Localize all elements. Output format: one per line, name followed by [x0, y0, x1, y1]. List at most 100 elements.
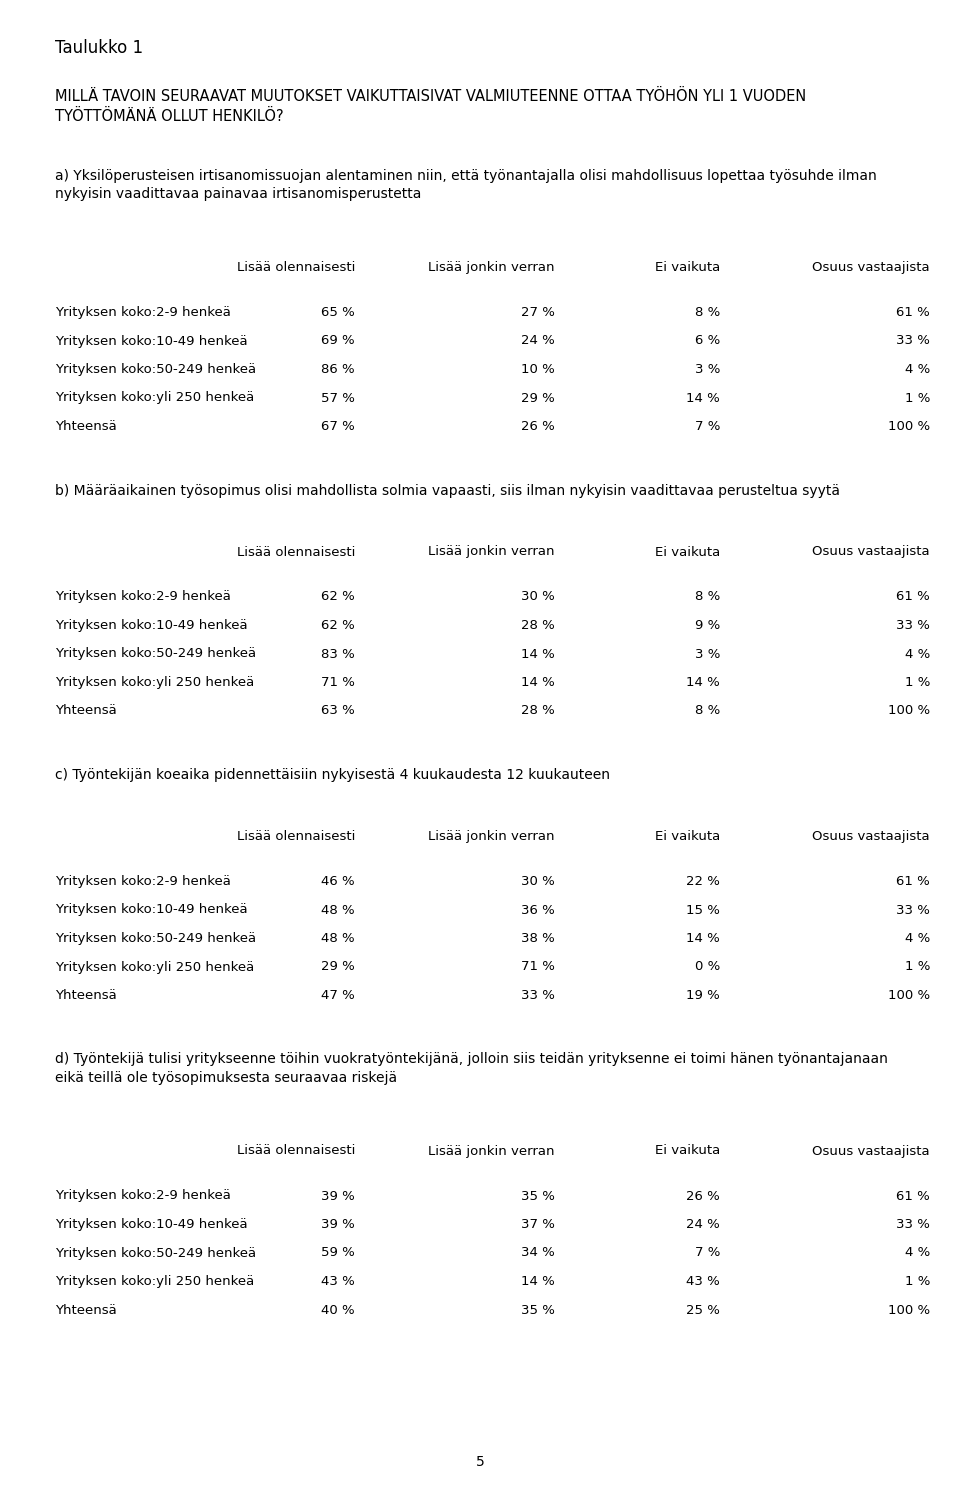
Text: Osuus vastaajista: Osuus vastaajista [812, 546, 930, 559]
Text: 15 %: 15 % [686, 904, 720, 916]
Text: 100 %: 100 % [888, 705, 930, 718]
Text: 1 %: 1 % [904, 391, 930, 405]
Text: Taulukko 1: Taulukko 1 [55, 39, 143, 57]
Text: 83 %: 83 % [322, 648, 355, 661]
Text: Yrityksen koko:50-249 henkeä: Yrityksen koko:50-249 henkeä [55, 363, 256, 376]
Text: Lisää jonkin verran: Lisää jonkin verran [428, 546, 555, 559]
Text: 33 %: 33 % [896, 1219, 930, 1231]
Text: 40 %: 40 % [322, 1304, 355, 1316]
Text: Yrityksen koko:2-9 henkeä: Yrityksen koko:2-9 henkeä [55, 591, 230, 604]
Text: Osuus vastaajista: Osuus vastaajista [812, 261, 930, 274]
Text: Yhteensä: Yhteensä [55, 420, 117, 433]
Text: 71 %: 71 % [322, 676, 355, 690]
Text: 4 %: 4 % [904, 648, 930, 661]
Text: 9 %: 9 % [695, 619, 720, 633]
Text: Yrityksen koko:10-49 henkeä: Yrityksen koko:10-49 henkeä [55, 619, 248, 633]
Text: 30 %: 30 % [521, 875, 555, 887]
Text: 48 %: 48 % [322, 904, 355, 916]
Text: 38 %: 38 % [521, 932, 555, 944]
Text: 35 %: 35 % [521, 1190, 555, 1202]
Text: Yrityksen koko:yli 250 henkeä: Yrityksen koko:yli 250 henkeä [55, 676, 254, 690]
Text: 43 %: 43 % [322, 1276, 355, 1288]
Text: 7 %: 7 % [695, 1247, 720, 1259]
Text: 61 %: 61 % [897, 591, 930, 604]
Text: Lisää olennaisesti: Lisää olennaisesti [236, 830, 355, 842]
Text: MILLÄ TAVOIN SEURAAVAT MUUTOKSET VAIKUTTAISIVAT VALMIUTEENNE OTTAA TYÖHÖN YLI 1 : MILLÄ TAVOIN SEURAAVAT MUUTOKSET VAIKUTT… [55, 88, 806, 124]
Text: Yrityksen koko:yli 250 henkeä: Yrityksen koko:yli 250 henkeä [55, 391, 254, 405]
Text: 34 %: 34 % [521, 1247, 555, 1259]
Text: 39 %: 39 % [322, 1190, 355, 1202]
Text: 33 %: 33 % [896, 334, 930, 348]
Text: Ei vaikuta: Ei vaikuta [655, 546, 720, 559]
Text: d) Työntekijä tulisi yritykseenne töihin vuokratyöntekijänä, jolloin siis teidän: d) Työntekijä tulisi yritykseenne töihin… [55, 1052, 888, 1085]
Text: 62 %: 62 % [322, 591, 355, 604]
Text: 8 %: 8 % [695, 591, 720, 604]
Text: Yhteensä: Yhteensä [55, 989, 117, 1001]
Text: 30 %: 30 % [521, 591, 555, 604]
Text: 61 %: 61 % [897, 1190, 930, 1202]
Text: Ei vaikuta: Ei vaikuta [655, 1145, 720, 1157]
Text: Lisää olennaisesti: Lisää olennaisesti [236, 1145, 355, 1157]
Text: 19 %: 19 % [686, 989, 720, 1001]
Text: 14 %: 14 % [686, 932, 720, 944]
Text: 4 %: 4 % [904, 932, 930, 944]
Text: 71 %: 71 % [521, 961, 555, 973]
Text: Osuus vastaajista: Osuus vastaajista [812, 1145, 930, 1157]
Text: 3 %: 3 % [695, 363, 720, 376]
Text: 26 %: 26 % [521, 420, 555, 433]
Text: 4 %: 4 % [904, 1247, 930, 1259]
Text: 1 %: 1 % [904, 1276, 930, 1288]
Text: Lisää jonkin verran: Lisää jonkin verran [428, 261, 555, 274]
Text: 25 %: 25 % [686, 1304, 720, 1316]
Text: 28 %: 28 % [521, 619, 555, 633]
Text: Lisää olennaisesti: Lisää olennaisesti [236, 546, 355, 559]
Text: a) Yksilöperusteisen irtisanomissuojan alentaminen niin, että työnantajalla olis: a) Yksilöperusteisen irtisanomissuojan a… [55, 169, 876, 201]
Text: Yrityksen koko:50-249 henkeä: Yrityksen koko:50-249 henkeä [55, 1247, 256, 1259]
Text: 26 %: 26 % [686, 1190, 720, 1202]
Text: 57 %: 57 % [322, 391, 355, 405]
Text: Lisää jonkin verran: Lisää jonkin verran [428, 830, 555, 842]
Text: 10 %: 10 % [521, 363, 555, 376]
Text: Yrityksen koko:10-49 henkeä: Yrityksen koko:10-49 henkeä [55, 334, 248, 348]
Text: 6 %: 6 % [695, 334, 720, 348]
Text: 62 %: 62 % [322, 619, 355, 633]
Text: 8 %: 8 % [695, 705, 720, 718]
Text: 24 %: 24 % [686, 1219, 720, 1231]
Text: b) Määräaikainen työsopimus olisi mahdollista solmia vapaasti, siis ilman nykyis: b) Määräaikainen työsopimus olisi mahdol… [55, 484, 840, 498]
Text: 67 %: 67 % [322, 420, 355, 433]
Text: 14 %: 14 % [521, 676, 555, 690]
Text: 61 %: 61 % [897, 875, 930, 887]
Text: Yhteensä: Yhteensä [55, 705, 117, 718]
Text: 33 %: 33 % [521, 989, 555, 1001]
Text: Yrityksen koko:2-9 henkeä: Yrityksen koko:2-9 henkeä [55, 875, 230, 887]
Text: 14 %: 14 % [521, 1276, 555, 1288]
Text: 46 %: 46 % [322, 875, 355, 887]
Text: Yrityksen koko:yli 250 henkeä: Yrityksen koko:yli 250 henkeä [55, 961, 254, 973]
Text: Yrityksen koko:2-9 henkeä: Yrityksen koko:2-9 henkeä [55, 306, 230, 319]
Text: 65 %: 65 % [322, 306, 355, 319]
Text: 47 %: 47 % [322, 989, 355, 1001]
Text: Osuus vastaajista: Osuus vastaajista [812, 830, 930, 842]
Text: Yrityksen koko:yli 250 henkeä: Yrityksen koko:yli 250 henkeä [55, 1276, 254, 1288]
Text: Ei vaikuta: Ei vaikuta [655, 830, 720, 842]
Text: 1 %: 1 % [904, 961, 930, 973]
Text: 61 %: 61 % [897, 306, 930, 319]
Text: 37 %: 37 % [521, 1219, 555, 1231]
Text: 100 %: 100 % [888, 1304, 930, 1316]
Text: 5: 5 [475, 1456, 485, 1469]
Text: 63 %: 63 % [322, 705, 355, 718]
Text: Lisää jonkin verran: Lisää jonkin verran [428, 1145, 555, 1157]
Text: 33 %: 33 % [896, 904, 930, 916]
Text: Yhteensä: Yhteensä [55, 1304, 117, 1316]
Text: 48 %: 48 % [322, 932, 355, 944]
Text: 35 %: 35 % [521, 1304, 555, 1316]
Text: 59 %: 59 % [322, 1247, 355, 1259]
Text: 33 %: 33 % [896, 619, 930, 633]
Text: Yrityksen koko:50-249 henkeä: Yrityksen koko:50-249 henkeä [55, 648, 256, 661]
Text: 14 %: 14 % [686, 391, 720, 405]
Text: 36 %: 36 % [521, 904, 555, 916]
Text: 24 %: 24 % [521, 334, 555, 348]
Text: Yrityksen koko:2-9 henkeä: Yrityksen koko:2-9 henkeä [55, 1190, 230, 1202]
Text: Yrityksen koko:10-49 henkeä: Yrityksen koko:10-49 henkeä [55, 904, 248, 916]
Text: 29 %: 29 % [521, 391, 555, 405]
